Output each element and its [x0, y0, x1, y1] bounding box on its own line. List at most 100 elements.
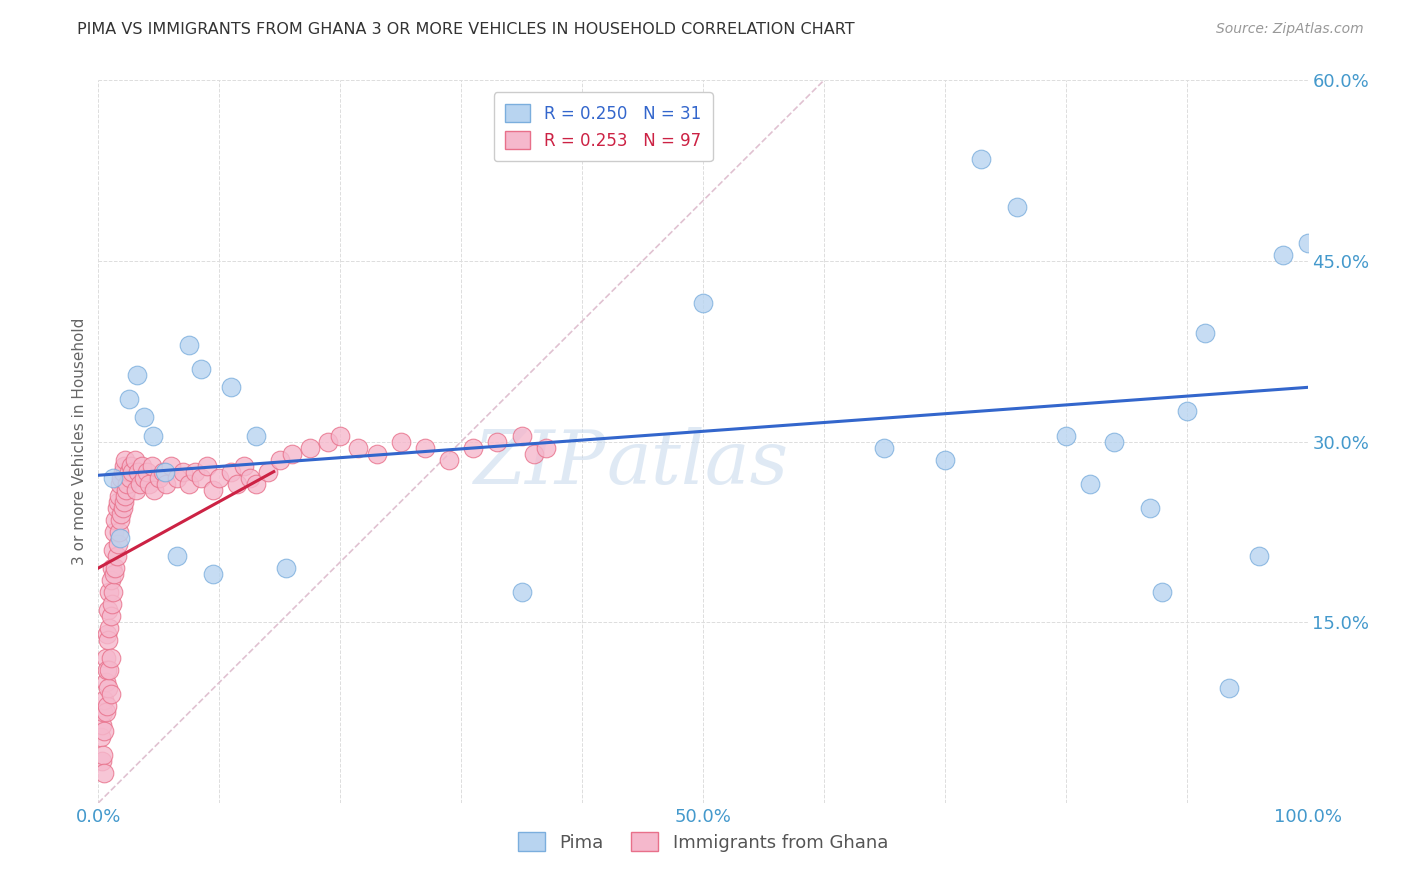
Point	[100, 597, 122, 611]
Point	[100, 687, 122, 701]
Point	[299, 441, 322, 455]
Point	[1296, 235, 1319, 250]
Point	[135, 465, 157, 479]
Point	[120, 458, 142, 473]
Point	[179, 476, 201, 491]
Point	[98, 621, 121, 635]
Point	[281, 446, 304, 460]
Point	[245, 476, 267, 491]
Point	[195, 458, 218, 473]
Point	[269, 452, 291, 467]
Point	[104, 513, 127, 527]
Point	[108, 524, 131, 539]
Point	[245, 428, 267, 442]
Point	[117, 476, 139, 491]
Point	[100, 651, 122, 665]
Point	[274, 561, 297, 575]
Point	[934, 452, 956, 467]
Point	[98, 664, 121, 678]
Point	[96, 627, 118, 641]
Point	[1078, 476, 1101, 491]
Point	[1102, 434, 1125, 449]
Point	[104, 561, 127, 575]
Point	[1249, 549, 1271, 563]
Point	[108, 476, 131, 491]
Point	[1054, 428, 1077, 442]
Point	[105, 500, 128, 515]
Point	[103, 524, 125, 539]
Point	[97, 633, 120, 648]
Point	[1194, 326, 1216, 340]
Point	[1272, 248, 1295, 262]
Point	[138, 476, 160, 491]
Point	[166, 470, 188, 484]
Text: atlas: atlas	[606, 427, 789, 500]
Point	[190, 362, 212, 376]
Point	[208, 470, 231, 484]
Point	[107, 537, 129, 551]
Point	[93, 723, 115, 738]
Point	[115, 483, 138, 497]
Point	[239, 470, 262, 484]
Point	[101, 542, 124, 557]
Point	[366, 446, 388, 460]
Point	[1139, 500, 1161, 515]
Point	[316, 434, 339, 449]
Point	[127, 368, 149, 383]
Point	[873, 441, 896, 455]
Point	[142, 428, 165, 442]
Point	[111, 465, 134, 479]
Point	[111, 500, 134, 515]
Point	[90, 730, 112, 744]
Point	[510, 428, 533, 442]
Point	[94, 651, 117, 665]
Point	[970, 152, 993, 166]
Point	[226, 476, 249, 491]
Point	[523, 446, 546, 460]
Point	[124, 452, 146, 467]
Point	[486, 434, 509, 449]
Point	[184, 465, 207, 479]
Point	[160, 458, 183, 473]
Point	[101, 470, 124, 484]
Text: PIMA VS IMMIGRANTS FROM GHANA 3 OR MORE VEHICLES IN HOUSEHOLD CORRELATION CHART: PIMA VS IMMIGRANTS FROM GHANA 3 OR MORE …	[77, 22, 855, 37]
Point	[100, 609, 122, 624]
Y-axis label: 3 or more Vehicles in Household: 3 or more Vehicles in Household	[72, 318, 87, 566]
Point	[108, 513, 131, 527]
Point	[153, 465, 176, 479]
Point	[347, 441, 370, 455]
Point	[155, 476, 177, 491]
Point	[221, 465, 243, 479]
Point	[112, 458, 135, 473]
Text: ZIP: ZIP	[474, 427, 606, 500]
Point	[118, 465, 141, 479]
Point	[413, 441, 436, 455]
Point	[114, 489, 136, 503]
Point	[128, 476, 150, 491]
Point	[108, 531, 131, 545]
Point	[437, 452, 460, 467]
Point	[93, 693, 115, 707]
Point	[93, 765, 115, 780]
Point	[91, 717, 114, 731]
Point	[98, 585, 121, 599]
Point	[97, 603, 120, 617]
Point	[100, 561, 122, 575]
Point	[118, 470, 141, 484]
Point	[152, 465, 174, 479]
Point	[692, 296, 714, 310]
Point	[1152, 585, 1174, 599]
Point	[134, 470, 156, 484]
Point	[108, 489, 131, 503]
Point	[105, 549, 128, 563]
Point	[110, 470, 132, 484]
Point	[103, 567, 125, 582]
Point	[1218, 681, 1240, 696]
Point	[94, 706, 117, 720]
Point	[91, 706, 114, 720]
Point	[1007, 200, 1029, 214]
Point	[190, 470, 212, 484]
Point	[118, 392, 141, 407]
Point	[110, 507, 132, 521]
Point	[1175, 404, 1198, 418]
